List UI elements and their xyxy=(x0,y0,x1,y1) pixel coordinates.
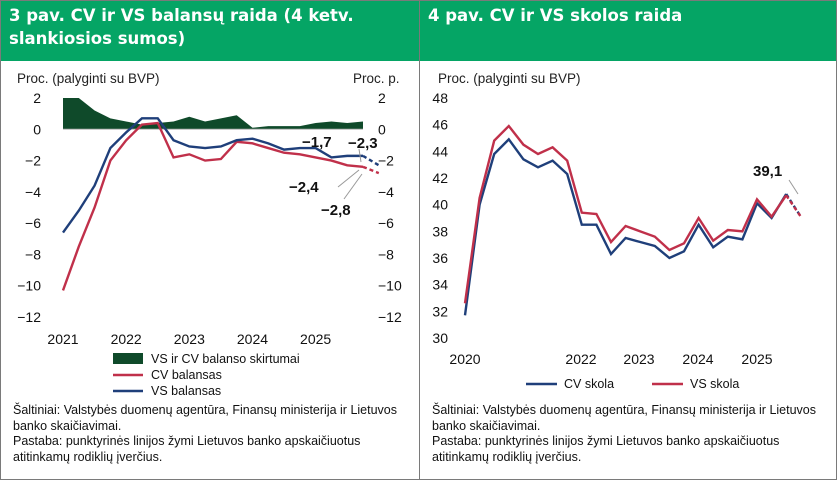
annotation-cv-estimate: −2,8 xyxy=(321,202,351,219)
legend-label-cv-debt: CV skola xyxy=(564,377,614,391)
annotation-vs-last: −1,7 xyxy=(302,134,332,151)
x-tick-label: 2022 xyxy=(111,331,142,347)
x-tick-label: 2020 xyxy=(449,351,480,367)
legend-swatch-diff xyxy=(113,353,143,364)
y-tick-label-left: −8 xyxy=(25,246,41,262)
y-left-label: Proc. (palyginti su BVP) xyxy=(17,71,160,86)
leader-line xyxy=(343,173,363,200)
y-tick-label-left: 2 xyxy=(33,90,41,106)
y-tick-label-right: −12 xyxy=(378,309,402,325)
x-tick-label: 2025 xyxy=(300,331,331,347)
x-tick-label: 2022 xyxy=(565,351,596,367)
line-series-cv-debt xyxy=(463,137,788,316)
leader-line xyxy=(788,179,799,195)
chart-title: 3 pav. CV ir VS balansų raida (4 ketv. s… xyxy=(1,1,419,61)
y-right-label: Proc. p. xyxy=(353,71,400,86)
legend-label-cv: CV balansas xyxy=(151,368,222,382)
annotation-debt-estimate: 39,1 xyxy=(753,163,782,180)
y-tick-label: 32 xyxy=(432,303,448,319)
debt-chart: Proc. (palyginti su BVP) 48 46 44 42 40 38 36 3… xyxy=(432,71,802,391)
legend-label-diff: VS ir CV balanso skirtumai xyxy=(151,352,300,366)
y-tick-label-right: −6 xyxy=(378,215,394,231)
y-tick-label-right: 2 xyxy=(378,90,386,106)
chart-title: 4 pav. CV ir VS skolos raida xyxy=(420,1,836,61)
balance-chart: Proc. (palyginti su BVP) Proc. p. 2 20 0−2… xyxy=(17,71,402,398)
y-tick-label-left: −12 xyxy=(17,309,41,325)
estimate-series-vs-debt xyxy=(785,194,802,218)
y-tick-label-left: −2 xyxy=(25,153,41,169)
chart-panel-debt: 4 pav. CV ir VS skolos raida Proc. (paly… xyxy=(420,1,836,479)
x-tick-label: 2025 xyxy=(741,351,772,367)
line-series-vs xyxy=(62,117,363,234)
leader-line xyxy=(358,148,362,163)
y-tick-label: 48 xyxy=(432,90,448,106)
source-note: Šaltiniai: Valstybės duomenų agentūra, F… xyxy=(13,403,413,465)
estimate-series-vs xyxy=(362,154,380,167)
source-text: Šaltiniai: Valstybės duomenų agentūra, F… xyxy=(432,403,816,433)
x-tick-label: 2021 xyxy=(47,331,78,347)
area-series-diff xyxy=(63,98,363,130)
y-tick-label-left: −10 xyxy=(17,278,41,294)
y-tick-label-right: −8 xyxy=(378,246,394,262)
y-tick-label: 36 xyxy=(432,250,448,266)
source-text: Šaltiniai: Valstybės duomenų agentūra, F… xyxy=(13,403,397,433)
y-tick-label: 46 xyxy=(432,117,448,133)
annotation-cv-last: −2,4 xyxy=(289,179,319,196)
x-tick-label: 2024 xyxy=(237,331,268,347)
note-text: Pastaba: punktyrinės linijos žymi Lietuv… xyxy=(13,434,361,464)
y-tick-label-left: 0 xyxy=(33,121,41,137)
y-tick-label: 42 xyxy=(432,170,448,186)
y-tick-label: 40 xyxy=(432,197,448,213)
y-tick-label: 44 xyxy=(432,143,448,159)
legend-label-vs: VS balansas xyxy=(151,384,221,398)
y-tick-label: 30 xyxy=(432,330,448,346)
line-series-cv xyxy=(61,121,364,291)
legend-label-vs-debt: VS skola xyxy=(690,377,739,391)
y-tick-label-right: −2 xyxy=(378,153,394,169)
y-tick-label-right: 0 xyxy=(378,121,386,137)
y-tick-label-right: −4 xyxy=(378,184,394,200)
x-tick-label: 2024 xyxy=(682,351,713,367)
x-tick-label: 2023 xyxy=(174,331,205,347)
y-tick-label: 38 xyxy=(432,223,448,239)
leader-line xyxy=(337,169,360,188)
x-tick-label: 2023 xyxy=(623,351,654,367)
line-series-vs-debt xyxy=(463,124,788,304)
y-tick-label-left: −4 xyxy=(25,184,41,200)
annotation-vs-estimate: −2,3 xyxy=(348,135,378,152)
source-note: Šaltiniai: Valstybės duomenų agentūra, F… xyxy=(432,403,832,465)
y-tick-label: 34 xyxy=(432,277,448,293)
chart-panel-balances: 3 pav. CV ir VS balansų raida (4 ketv. s… xyxy=(1,1,420,479)
estimate-series-cv xyxy=(362,165,380,175)
y-tick-label-left: −6 xyxy=(25,215,41,231)
y-tick-label-right: −10 xyxy=(378,278,402,294)
note-text: Pastaba: punktyrinės linijos žymi Lietuv… xyxy=(432,434,780,464)
y-axis-label: Proc. (palyginti su BVP) xyxy=(438,71,581,86)
